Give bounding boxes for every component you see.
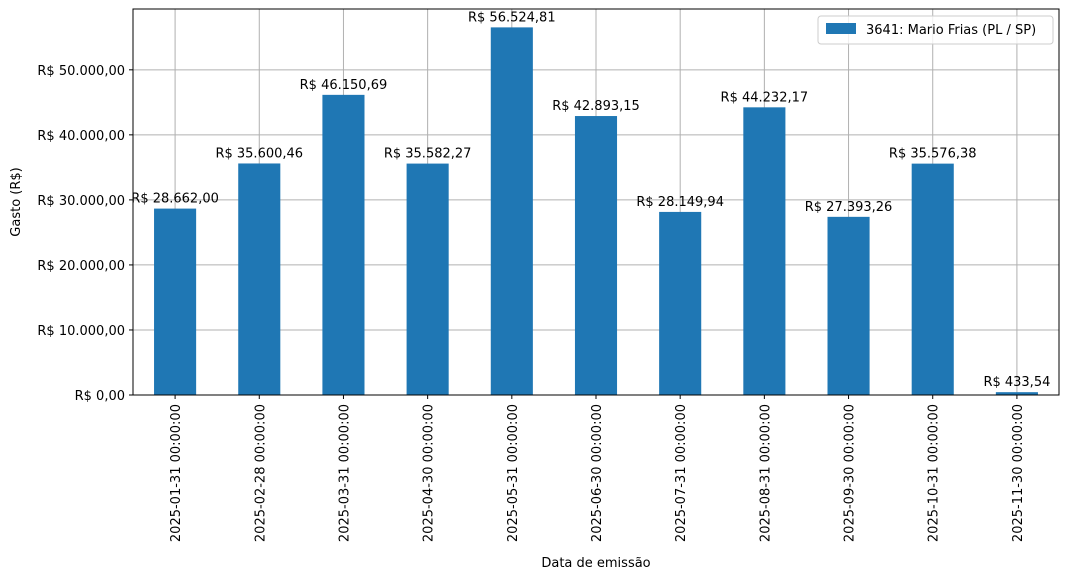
- bar: [659, 211, 702, 395]
- bar: [995, 392, 1038, 395]
- x-tick-label: 2025-11-30 00:00:00: [1011, 404, 1026, 542]
- x-tick-label: 2025-05-31 00:00:00: [506, 404, 521, 542]
- x-tick-label: 2025-07-31 00:00:00: [674, 404, 689, 542]
- y-tick-label: R$ 40.000,00: [37, 129, 125, 144]
- x-tick-label: 2025-06-30 00:00:00: [590, 404, 605, 542]
- x-tick-label: 2025-01-31 00:00:00: [169, 404, 184, 542]
- bar: [154, 208, 197, 395]
- legend: 3641: Mario Frias (PL / SP): [817, 15, 1054, 45]
- x-axis-title: Data de emissão: [541, 556, 650, 571]
- bar-value-label: R$ 28.662,00: [131, 192, 219, 207]
- bar: [322, 94, 365, 395]
- y-tick-label: R$ 50.000,00: [37, 64, 125, 79]
- x-tick-label: 2025-08-31 00:00:00: [758, 404, 773, 542]
- bar: [743, 107, 786, 395]
- bar-value-label: R$ 46.150,69: [300, 78, 388, 93]
- legend-box: [817, 15, 1054, 45]
- bar-value-label: R$ 28.149,94: [636, 195, 724, 210]
- x-tick-label: 2025-09-30 00:00:00: [843, 404, 858, 542]
- bar-value-label: R$ 42.893,15: [552, 99, 640, 114]
- bar-value-label: R$ 27.393,26: [805, 200, 893, 215]
- legend-label: 3641: Mario Frias (PL / SP): [866, 23, 1036, 38]
- bar-value-label: R$ 35.576,38: [889, 147, 977, 162]
- x-tick-label: 2025-10-31 00:00:00: [927, 404, 942, 542]
- bars: [154, 27, 1038, 395]
- bar-value-label: R$ 56.524,81: [468, 10, 556, 25]
- y-tick-label: R$ 20.000,00: [37, 259, 125, 274]
- bar: [911, 163, 954, 395]
- bar-value-label: R$ 433,54: [983, 375, 1050, 390]
- bar: [574, 116, 618, 395]
- x-axis-ticks: 2025-01-31 00:00:00 2025-02-28 00:00:00 20…: [169, 395, 1026, 542]
- y-tick-label: R$ 30.000,00: [37, 194, 125, 209]
- y-axis-ticks: R$ 0,00 R$ 10.000,00 R$ 20.000,00 R$ 30.000…: [37, 64, 133, 404]
- y-tick-label: R$ 10.000,00: [37, 324, 125, 339]
- bar-value-label: R$ 35.582,27: [384, 147, 472, 162]
- y-tick-label: R$ 0,00: [75, 389, 125, 404]
- y-axis-title: Gasto (R$): [9, 167, 24, 236]
- bar: [827, 216, 870, 395]
- x-tick-label: 2025-03-31 00:00:00: [337, 404, 352, 542]
- bar: [238, 163, 281, 395]
- plot-frame: [132, 8, 1060, 396]
- x-tick-label: 2025-02-28 00:00:00: [253, 404, 268, 542]
- bar: [490, 27, 533, 395]
- legend-swatch: [826, 23, 856, 34]
- x-tick-label: 2025-04-30 00:00:00: [422, 404, 437, 542]
- bar-value-label: R$ 35.600,46: [215, 146, 303, 161]
- bar: [406, 163, 449, 395]
- bar-value-label: R$ 44.232,17: [721, 90, 809, 105]
- data-labels: R$ 28.662,00 R$ 35.600,46 R$ 46.150,69 R$ 3…: [131, 10, 1050, 390]
